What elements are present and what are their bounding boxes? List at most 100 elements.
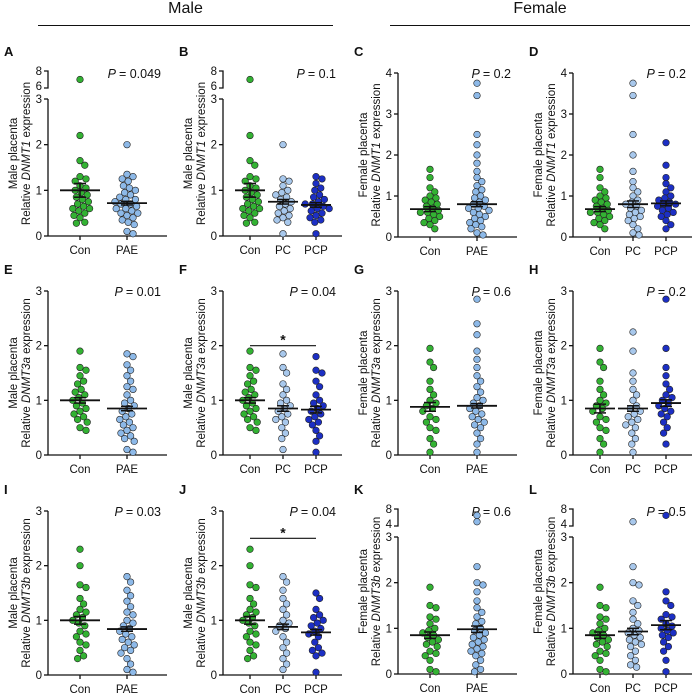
x-tick-label-con: Con <box>239 464 260 476</box>
y-axis-label-line2: Relative DNMT3a expression <box>546 298 558 448</box>
data-point-pcp <box>664 643 672 651</box>
data-point-con <box>416 208 424 216</box>
data-point-pcp <box>662 180 670 188</box>
data-point-con <box>246 594 254 603</box>
data-point-pc <box>629 151 637 159</box>
data-point-con <box>421 652 429 660</box>
data-point-pae <box>127 432 135 440</box>
data-point-con <box>426 385 434 393</box>
y-break-label-low: 4 <box>386 519 393 531</box>
data-point-pae <box>127 578 135 586</box>
data-point-pc <box>628 429 636 437</box>
data-point-con <box>76 424 84 432</box>
data-point-pae <box>473 141 481 149</box>
y-label-suffix: expression <box>546 298 558 357</box>
data-point-pae <box>473 173 481 182</box>
data-point-pae <box>123 426 131 434</box>
data-point-pae <box>123 655 131 663</box>
data-point-pcp <box>662 588 670 596</box>
data-point-pc <box>282 369 291 377</box>
data-point-pcp <box>314 644 322 652</box>
y-label-prefix: Relative <box>196 180 208 225</box>
data-point-con <box>76 545 84 553</box>
data-point-pcp <box>312 652 320 660</box>
data-point-pcp <box>314 418 322 426</box>
data-point-pae <box>478 410 486 418</box>
y-axis-label-line2: Relative DNMT1 expression <box>21 82 33 225</box>
data-point-pae <box>472 652 480 660</box>
data-point-pcp <box>311 638 319 646</box>
data-point-con <box>596 344 604 352</box>
data-point-pc <box>279 380 287 388</box>
panel-letter: J <box>179 482 186 497</box>
y-axis-label-line1: Male placenta <box>183 117 195 189</box>
y-tick-label: 2 <box>211 341 217 353</box>
data-point-pae <box>127 646 135 654</box>
data-point-con <box>596 435 604 443</box>
data-point-pcp <box>306 214 314 222</box>
y-label-gene: DNMT3b <box>371 575 383 622</box>
data-point-con <box>596 583 604 591</box>
p-value-text: = 0.2 <box>658 67 686 81</box>
data-point-pcp <box>311 186 319 194</box>
data-point-con <box>246 646 254 654</box>
y-break-label-high: 8 <box>386 504 392 516</box>
data-point-pae <box>480 418 488 426</box>
data-point-pae <box>124 177 132 185</box>
data-point-con <box>596 173 604 182</box>
data-point-con <box>246 627 254 635</box>
panel-letter: D <box>529 44 538 59</box>
x-tick-label-con: Con <box>239 245 260 257</box>
data-point-pae <box>112 205 120 213</box>
data-point-con <box>76 594 84 603</box>
data-point-con <box>432 415 440 424</box>
p-symbol: P <box>297 67 306 81</box>
y-axis-label-line2: Relative DNMT1 expression <box>371 83 383 226</box>
data-point-pae <box>466 219 474 227</box>
data-point-con <box>596 656 604 664</box>
data-point-pae <box>470 421 479 429</box>
y-label-gene: DNMT3b <box>546 575 558 622</box>
data-point-pcp <box>667 221 675 229</box>
data-point-pcp <box>662 217 670 225</box>
data-point-con <box>590 219 598 227</box>
y-axis-break-segment <box>394 508 399 527</box>
data-point-pae <box>129 668 137 676</box>
data-point-pc <box>629 221 637 229</box>
y-label-suffix: expression <box>196 298 208 357</box>
panel-letter: A <box>4 44 14 59</box>
data-point-pae <box>117 649 125 657</box>
p-symbol: P <box>115 505 124 519</box>
y-tick-label: 4 <box>386 68 393 80</box>
data-point-con <box>426 601 434 610</box>
y-tick-label: 3 <box>211 94 217 106</box>
data-point-pae <box>119 421 127 429</box>
data-point-pcp <box>312 437 320 445</box>
data-point-pc <box>637 640 645 648</box>
y-axis-label-line1: Male placenta <box>8 557 20 629</box>
data-point-pae <box>468 413 476 421</box>
data-point-pcp <box>662 363 670 372</box>
y-tick-label: 2 <box>36 140 42 152</box>
data-point-pcp <box>666 385 674 393</box>
data-point-con <box>246 363 254 372</box>
data-point-pc <box>279 586 287 594</box>
data-point-pc <box>624 413 632 421</box>
data-point-pcp <box>662 139 670 147</box>
y-tick-label: 0 <box>386 232 392 244</box>
p-value: P = 0.03 <box>115 505 161 519</box>
data-point-pae <box>470 668 479 676</box>
data-point-con <box>251 209 259 217</box>
data-point-pae <box>123 597 131 605</box>
data-point-pae <box>481 196 489 204</box>
y-tick-label: 1 <box>561 623 567 635</box>
y-label-prefix: Relative <box>21 403 33 448</box>
p-symbol: P <box>290 505 299 519</box>
x-tick-label-con: Con <box>69 464 90 476</box>
data-point-con <box>426 413 434 421</box>
male-header-rule <box>38 25 333 27</box>
p-symbol: P <box>472 285 481 299</box>
